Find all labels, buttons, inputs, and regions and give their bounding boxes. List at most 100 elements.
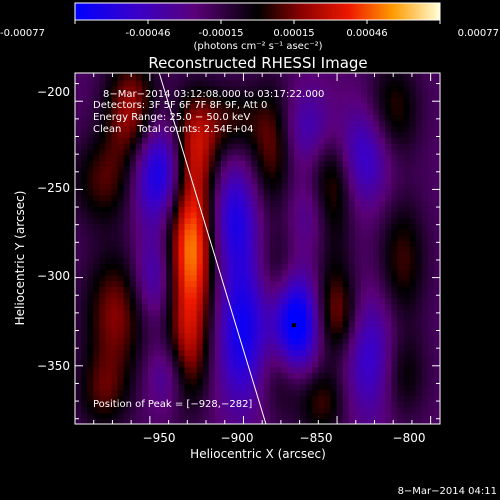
heatmap-cell [415,143,423,150]
heatmap-cell [367,166,374,173]
heatmap-cell [202,217,210,224]
heatmap-cell [385,80,392,87]
heatmap-cell [373,366,380,374]
heatmap-cell [75,280,82,288]
heatmap-cell [409,286,417,293]
heatmap-cell [87,280,94,288]
heatmap-cell [172,200,180,207]
heatmap-cell [117,171,125,179]
heatmap-cell [318,395,326,402]
heatmap-cell [312,166,319,173]
heatmap-cell [87,349,94,356]
heatmap-cell [294,211,301,219]
heatmap-cell [427,188,435,196]
heatmap-cell [190,366,198,374]
heatmap-cell [81,338,88,345]
heatmap-cell [245,194,253,202]
heatmap-cell [75,274,82,282]
heatmap-cell [269,183,277,190]
heatmap-cell [184,395,192,402]
heatmap-cell [342,194,350,202]
heatmap-cell [287,418,295,424]
heatmap-cell [360,320,368,328]
heatmap-cell [294,217,301,224]
heatmap-cell [196,257,204,265]
heatmap-cell [397,303,405,310]
heatmap-cell [172,148,180,156]
heatmap-cell [427,160,435,167]
heatmap-cell [141,418,149,424]
heatmap-cell [239,234,246,242]
heatmap-cell [324,200,332,207]
heatmap-cell [263,91,271,98]
heatmap-cell [135,280,143,288]
heatmap-cell [367,234,374,242]
heatmap-cell [154,97,161,104]
heatmap-cell [99,102,107,110]
heatmap-cell [354,183,362,190]
heatmap-cell [202,97,210,104]
heatmap-cell [202,326,210,333]
heatmap-cell [245,332,253,339]
heatmap-cell [306,160,313,167]
heatmap-cell [172,206,180,213]
heatmap-cell [403,160,411,167]
heatmap-cell [251,246,259,253]
heatmap-cell [287,315,295,322]
heatmap-cell [99,166,107,173]
heatmap-cell [312,274,319,282]
heatmap-cell [233,125,240,133]
heatmap-cell [373,401,380,408]
heatmap-cell [221,389,228,396]
heatmap-cell [123,315,131,322]
heatmap-cell [257,131,265,138]
heatmap-cell [99,108,107,116]
heatmap-cell [281,372,289,379]
heatmap-cell [245,171,253,179]
heatmap-cell [300,200,307,207]
heatmap-cell [178,395,186,402]
heatmap-cell [75,366,82,374]
heatmap-cell [433,114,440,121]
heatmap-cell [330,108,338,116]
heatmap-cell [330,97,338,104]
heatmap-cell [324,326,332,333]
heatmap-cell [312,74,319,81]
heatmap-cell [154,418,161,424]
heatmap-cell [318,252,326,259]
heatmap-cell [312,360,319,368]
heatmap-cell [391,274,399,282]
heatmap-cell [239,378,246,385]
heatmap-cell [342,217,350,224]
heatmap-cell [239,148,246,156]
heatmap-cell [93,269,100,276]
heatmap-cell [330,223,338,230]
heatmap-cell [324,229,332,236]
heatmap-cell [196,91,204,98]
heatmap-cell [367,309,374,316]
heatmap-cell [391,292,399,299]
heatmap-cell [221,240,228,247]
heatmap-cell [433,383,440,391]
heatmap-cell [397,217,405,224]
heatmap-cell [257,366,265,374]
heatmap-cell [421,360,429,368]
heatmap-cell [263,114,271,121]
heatmap-cell [354,372,362,379]
heatmap-cell [214,183,222,190]
heatmap-cell [379,217,386,224]
heatmap-cell [221,280,228,288]
heatmap-cell [336,309,344,316]
heatmap-cell [190,349,198,356]
heatmap-cell [324,349,332,356]
heatmap-cell [75,269,82,276]
heatmap-cell [367,183,374,190]
heatmap-cell [281,217,289,224]
heatmap-cell [324,315,332,322]
heatmap-cell [306,412,313,419]
heatmap-cell [154,406,161,414]
heatmap-cell [172,338,180,345]
heatmap-cell [172,188,180,196]
heatmap-cell [281,183,289,190]
heatmap-cell [379,349,386,356]
